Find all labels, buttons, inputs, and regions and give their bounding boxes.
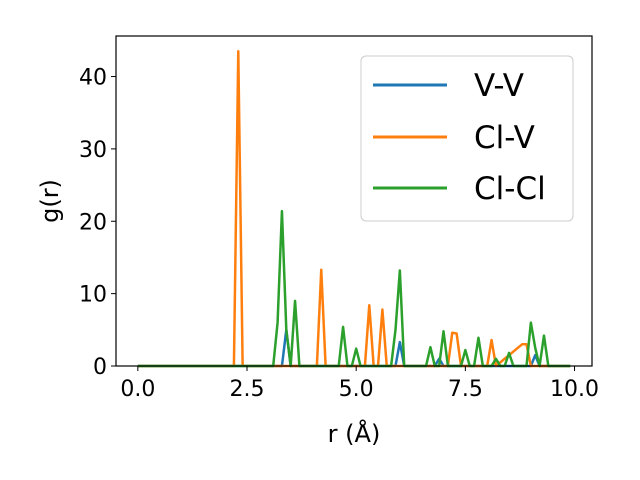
plot-frame xyxy=(115,35,593,367)
y-tick-label: 0 xyxy=(93,355,107,380)
x-tick-label: 7.5 xyxy=(448,377,483,402)
x-tick-label: 0.0 xyxy=(120,377,155,402)
x-axis: 0.0 2.5 5.0 7.5 10.0 xyxy=(120,366,599,402)
x-tick-label: 5.0 xyxy=(339,377,374,402)
y-tick-label: 40 xyxy=(79,66,107,91)
y-axis-label: g(r) xyxy=(36,179,64,223)
legend-box xyxy=(360,55,574,222)
y-tick-label: 30 xyxy=(79,138,107,163)
legend-label: Cl-Cl xyxy=(474,171,546,207)
series-line-cl-cl xyxy=(137,209,571,368)
x-tick-label: 2.5 xyxy=(230,377,265,402)
y-axis: 0 10 20 30 40 xyxy=(79,66,116,380)
y-tick-label: 10 xyxy=(79,283,107,308)
x-tick-label: 10.0 xyxy=(550,377,599,402)
legend-label: Cl-V xyxy=(474,120,535,156)
x-axis-label: r (Å) xyxy=(328,419,381,448)
legend: V-V Cl-V Cl-Cl xyxy=(360,55,574,222)
legend-label: V-V xyxy=(474,68,524,104)
y-tick-label: 20 xyxy=(79,210,107,235)
